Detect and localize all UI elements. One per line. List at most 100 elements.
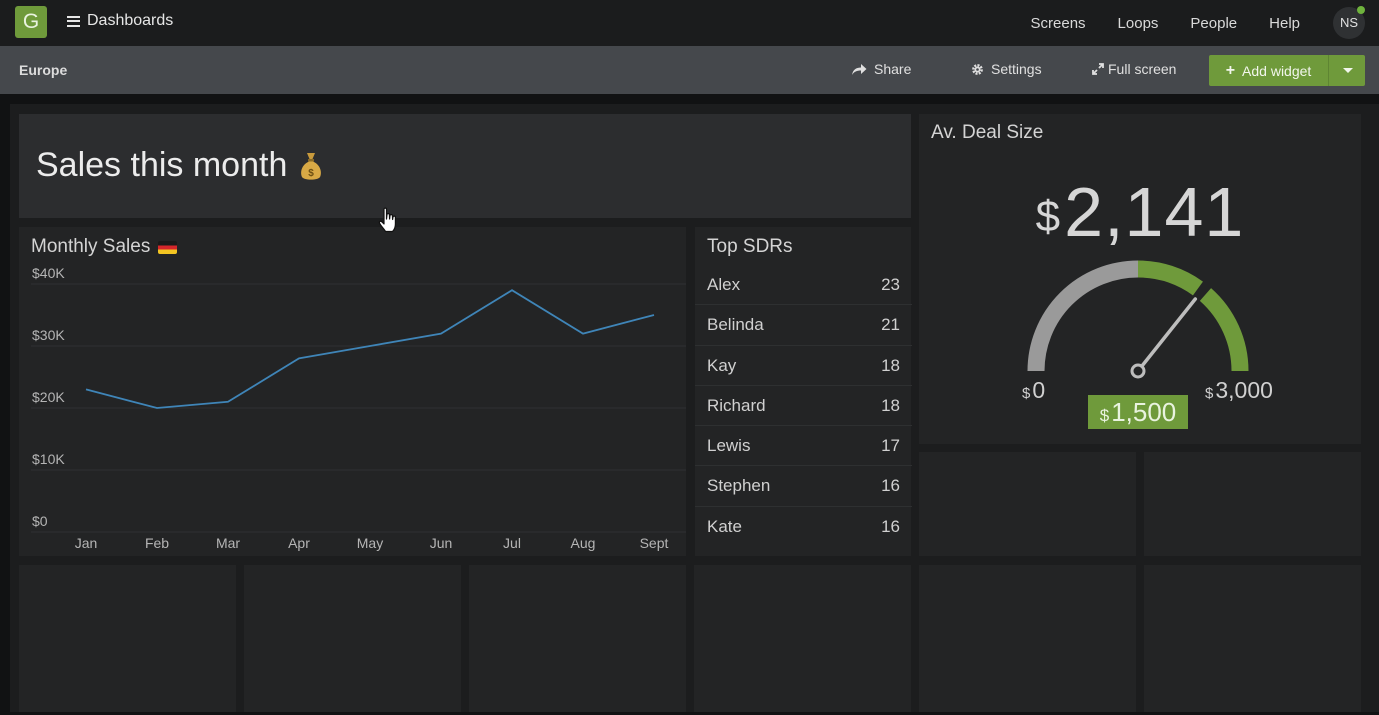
sdr-list: Alex 23 Belinda 21 Kay 18 Richard 18 Lew… xyxy=(695,265,912,546)
add-widget-button[interactable]: + Add widget xyxy=(1209,55,1328,86)
fullscreen-label: Full screen xyxy=(1108,61,1177,77)
gauge-min-label: $0 xyxy=(1022,377,1045,404)
online-status-dot xyxy=(1357,6,1365,14)
gauge-track xyxy=(1027,260,1139,372)
dashboards-menu[interactable]: Dashboards xyxy=(67,12,173,30)
x-axis-tick-label: Aug xyxy=(571,535,596,551)
share-icon xyxy=(852,63,867,75)
y-axis-tick-label: $40K xyxy=(32,265,65,281)
empty-widget-slot[interactable] xyxy=(919,452,1136,556)
sdr-row: Richard 18 xyxy=(695,386,912,427)
fullscreen-button[interactable]: Full screen xyxy=(1092,61,1176,77)
gauge-widget-av-deal-size[interactable]: Av. Deal Size $2,141 $0 $3,000 $1,500 xyxy=(919,114,1361,444)
top-sdrs-title: Top SDRs xyxy=(707,236,793,257)
svg-text:$: $ xyxy=(309,168,315,179)
gauge-target-badge: $1,500 xyxy=(1088,395,1188,429)
sdr-value: 16 xyxy=(881,516,900,536)
sdr-row: Kay 18 xyxy=(695,346,912,386)
sdr-name: Kate xyxy=(707,516,742,536)
hamburger-icon xyxy=(67,15,80,27)
nav-link-screens[interactable]: Screens xyxy=(1030,14,1086,32)
y-axis-tick-label: $0 xyxy=(32,513,48,529)
sales-this-month-text: Sales this month xyxy=(36,146,288,184)
gear-icon xyxy=(972,63,983,75)
sdr-value: 21 xyxy=(881,315,900,335)
sdr-name: Lewis xyxy=(707,436,751,456)
sdr-name: Kay xyxy=(707,355,737,375)
settings-label: Settings xyxy=(991,61,1042,77)
empty-widget-slot[interactable] xyxy=(244,565,461,712)
money-bag-icon: $ xyxy=(301,152,322,180)
gauge-min-currency: $ xyxy=(1022,385,1031,402)
x-axis-tick-label: Jun xyxy=(430,535,453,551)
sdr-row: Alex 23 xyxy=(695,265,912,306)
user-avatar[interactable]: NS xyxy=(1333,6,1365,39)
share-label: Share xyxy=(874,61,912,77)
leaderboard-widget-top-sdrs[interactable]: Top SDRs Alex 23 Belinda 21 Kay 18 Richa… xyxy=(695,227,912,556)
sdr-name: Richard xyxy=(707,395,766,415)
gauge-needle xyxy=(1136,297,1198,373)
sdr-name: Stephen xyxy=(707,476,771,496)
gauge-max-currency: $ xyxy=(1205,385,1214,402)
empty-widget-slot[interactable] xyxy=(919,565,1136,712)
caret-down-icon xyxy=(1343,68,1353,73)
gauge-target-band xyxy=(1137,260,1203,296)
sdr-name: Belinda xyxy=(707,315,764,335)
x-axis-tick-label: Mar xyxy=(216,535,240,551)
gauge-target-value: 1,500 xyxy=(1111,397,1177,427)
monthly-sales-title: Monthly Sales xyxy=(31,236,178,258)
sdr-value: 18 xyxy=(881,395,900,415)
plus-icon: + xyxy=(1225,61,1236,79)
line-chart-widget-monthly-sales[interactable]: Monthly Sales $40K $30K $20K $10K $0 Jan Feb M… xyxy=(19,227,686,556)
empty-widget-slot[interactable] xyxy=(469,565,686,712)
hand-pointer-cursor-icon xyxy=(378,207,396,233)
x-axis-tick-label: May xyxy=(357,535,383,551)
gauge-needle-hub xyxy=(1130,363,1146,379)
settings-button[interactable]: Settings xyxy=(971,61,1042,77)
sdr-value: 16 xyxy=(881,476,900,496)
add-widget-label: Add widget xyxy=(1242,62,1312,79)
dashboard-name[interactable]: Europe xyxy=(19,62,68,78)
share-button[interactable]: Share xyxy=(851,61,911,77)
top-navbar: G Dashboards Screens Loops People Help N… xyxy=(0,0,1379,46)
dashboard-header: Europe Share Settings Full screen xyxy=(0,46,1379,94)
nav-link-people[interactable]: People xyxy=(1190,14,1238,32)
sdr-value: 18 xyxy=(881,355,900,375)
gauge-max-label: $3,000 xyxy=(1205,377,1273,404)
monthly-sales-chart: $40K $30K $20K $10K $0 Jan Feb Mar Apr May Jun Jul… xyxy=(31,265,686,551)
sdr-row: Kate 16 xyxy=(695,507,912,546)
dashboards-menu-label: Dashboards xyxy=(87,12,174,29)
monthly-sales-title-text: Monthly Sales xyxy=(31,236,151,257)
sdr-name: Alex xyxy=(707,275,741,294)
sdr-row: Lewis 17 xyxy=(695,426,912,467)
sdr-row: Belinda 21 xyxy=(695,305,912,346)
avatar-initials: NS xyxy=(1339,15,1359,30)
nav-link-help[interactable]: Help xyxy=(1269,14,1300,32)
text-widget-sales-this-month[interactable]: Sales this month $ xyxy=(19,114,911,218)
empty-widget-slot[interactable] xyxy=(1144,565,1361,712)
top-links: Screens Loops People Help NS xyxy=(999,0,1379,46)
sdr-value: 23 xyxy=(881,275,900,294)
empty-widget-slot[interactable] xyxy=(19,565,236,712)
germany-flag-icon xyxy=(158,240,178,254)
x-axis-tick-label: Sept xyxy=(640,535,669,551)
sales-series-line xyxy=(85,289,655,409)
x-axis-tick-label: Jul xyxy=(503,535,521,551)
add-widget-dropdown-toggle[interactable] xyxy=(1328,55,1366,86)
y-axis-tick-label: $20K xyxy=(32,389,65,405)
geckoboard-logo[interactable]: G xyxy=(15,6,47,38)
y-axis-tick-label: $10K xyxy=(32,451,65,467)
nav-link-loops[interactable]: Loops xyxy=(1117,14,1159,32)
sales-this-month-title: Sales this month $ xyxy=(36,146,323,185)
empty-widget-slot[interactable] xyxy=(1144,452,1361,556)
x-axis-tick-label: Apr xyxy=(288,535,310,551)
empty-widget-slot[interactable] xyxy=(694,565,911,712)
av-deal-size-title: Av. Deal Size xyxy=(931,122,1044,143)
gauge-max-value: 3,000 xyxy=(1215,377,1273,403)
x-axis-tick-label: Jan xyxy=(75,535,98,551)
sdr-value: 17 xyxy=(881,436,900,456)
gauge-min-value: 0 xyxy=(1032,377,1046,403)
x-axis-tick-label: Feb xyxy=(145,535,169,551)
gauge-high-band xyxy=(1199,288,1249,372)
y-axis-tick-label: $30K xyxy=(32,327,65,343)
